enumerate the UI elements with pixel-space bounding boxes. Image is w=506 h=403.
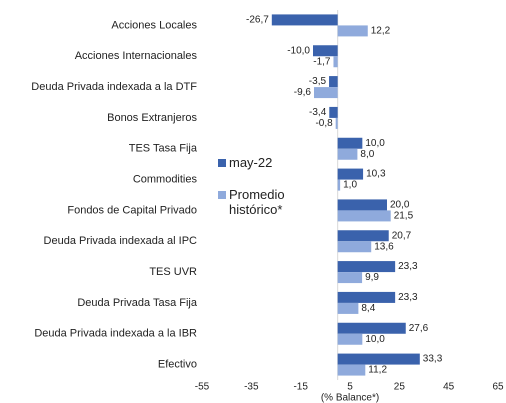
- data-label: 12,2: [371, 26, 391, 37]
- bar: [313, 87, 338, 99]
- data-label: 10,3: [366, 169, 386, 180]
- category-label: Fondos de Capital Privado: [67, 204, 197, 216]
- data-label: 8,4: [361, 303, 375, 314]
- data-label: -3,4: [309, 107, 327, 118]
- category-label: Deuda Privada indexada a la DTF: [31, 81, 197, 93]
- bar: [337, 25, 368, 37]
- data-label: 20,7: [392, 230, 412, 241]
- data-label: 33,3: [423, 354, 443, 365]
- data-label: 13,6: [374, 241, 394, 252]
- x-tick-label: 65: [492, 382, 504, 393]
- category-label: TES UVR: [149, 266, 197, 278]
- data-label: 11,2: [368, 365, 387, 376]
- category-label: Deuda Privada Tasa Fija: [77, 297, 198, 309]
- x-tick-label: 25: [394, 382, 406, 393]
- bar: [271, 14, 338, 26]
- bar: [337, 322, 406, 334]
- data-label: -0,8: [315, 118, 333, 129]
- bar: [337, 179, 341, 191]
- bar: [337, 199, 387, 211]
- category-label: Commodities: [133, 173, 198, 185]
- bar: [329, 76, 338, 88]
- category-label: Acciones Locales: [111, 19, 197, 31]
- data-label: -9,6: [294, 87, 312, 98]
- bar: [337, 230, 389, 242]
- legend-item: may-22: [218, 155, 328, 170]
- bar: [333, 56, 338, 68]
- category-label: Deuda Privada indexada al IPC: [44, 235, 198, 247]
- bar: [337, 333, 363, 345]
- bar: [329, 106, 338, 118]
- category-label: TES Tasa Fija: [129, 143, 198, 155]
- x-axis-label: (% Balance*): [321, 393, 379, 403]
- data-label: -3,5: [309, 76, 327, 87]
- bar: [337, 168, 364, 180]
- data-label: -1,7: [313, 56, 331, 67]
- bar: [337, 261, 396, 273]
- bar: [337, 210, 391, 222]
- data-label: 10,0: [365, 334, 385, 345]
- x-tick-label: -35: [244, 382, 259, 393]
- data-label: 20,0: [390, 200, 410, 211]
- data-label: 9,9: [365, 272, 379, 283]
- bar: [337, 364, 366, 376]
- bar: [337, 272, 363, 284]
- x-tick-label: -55: [195, 382, 210, 393]
- category-label: Deuda Privada indexada a la IBR: [34, 328, 197, 340]
- data-label: 23,3: [398, 292, 418, 303]
- x-tick-label: 45: [443, 382, 455, 393]
- data-label: 8,0: [360, 149, 374, 160]
- legend-label: Promedio histórico*: [229, 187, 285, 217]
- category-label: Efectivo: [158, 358, 197, 370]
- legend-label: may-22: [229, 155, 273, 170]
- data-label: 10,0: [365, 138, 385, 149]
- category-label: Bonos Extranjeros: [107, 112, 197, 124]
- bar: [335, 117, 338, 129]
- legend-swatch: [218, 159, 226, 167]
- bar: [337, 137, 363, 149]
- data-label: 23,3: [398, 261, 418, 272]
- data-label: -10,0: [287, 45, 310, 56]
- bar: [337, 291, 396, 303]
- bar: [337, 241, 372, 253]
- category-label: Acciones Internacionales: [75, 50, 198, 62]
- x-tick-label: 5: [347, 382, 353, 393]
- bar: [313, 45, 338, 57]
- data-label: 1,0: [343, 180, 357, 191]
- data-label: 27,6: [409, 323, 429, 334]
- bar: [337, 353, 420, 365]
- bar: [337, 302, 359, 314]
- data-label: -26,7: [246, 15, 269, 26]
- data-label: 21,5: [394, 211, 414, 222]
- legend-item: Promedio histórico*: [218, 187, 328, 217]
- x-tick-label: -15: [293, 382, 308, 393]
- bar: [337, 148, 358, 160]
- legend-swatch: [218, 191, 226, 199]
